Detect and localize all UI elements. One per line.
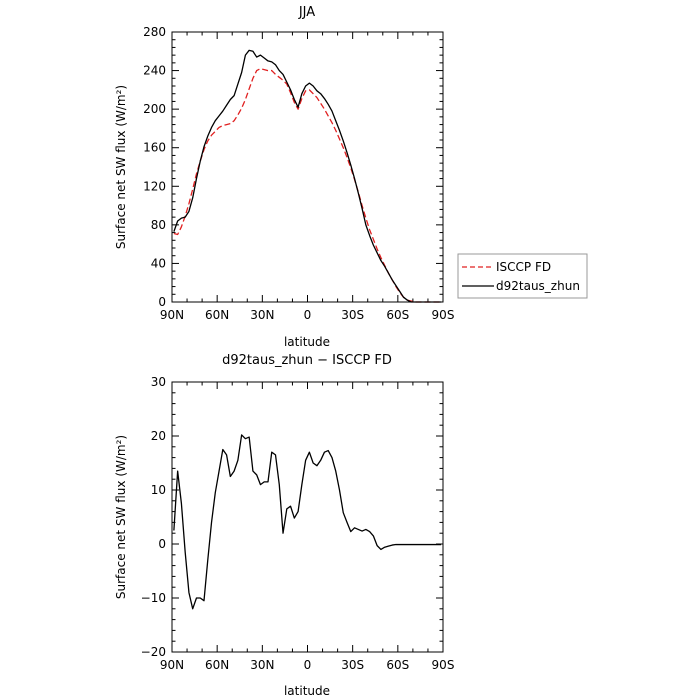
top-x-tick-label: 60S: [386, 308, 409, 322]
legend: ISCCP FD d92taus_zhun: [457, 253, 588, 299]
top-x-tick-label: 60N: [205, 308, 229, 322]
top-series-line-d92taus-zhun: [173, 49, 442, 303]
top-panel: JJA 0 40 80 120 160 200 240 280 90N 60N 30N 0 30S 60…: [114, 5, 454, 349]
bottom-y-ticks: −20 −10 0 10 20 30: [141, 375, 443, 659]
bottom-x-tick-label: 60N: [205, 658, 229, 672]
top-y-tick-label: 120: [143, 179, 166, 193]
top-y-tick-label: 160: [143, 141, 166, 155]
top-x-tick-label: 90N: [160, 308, 184, 322]
top-y-axis-label: Surface net SW flux (W/m²): [114, 85, 128, 249]
top-x-ticks: 90N 60N 30N 0 30S 60S 90S: [160, 32, 455, 322]
bottom-x-tick-label: 30S: [341, 658, 364, 672]
bottom-y-tick-label: 30: [151, 375, 166, 389]
top-y-tick-label: 40: [151, 256, 166, 270]
top-y-tick-label: 280: [143, 25, 166, 39]
bottom-x-tick-label: 90S: [432, 658, 455, 672]
top-y-tick-label: 240: [143, 64, 166, 78]
top-y-tick-label: 0: [158, 295, 166, 309]
bottom-y-tick-label: −20: [141, 645, 166, 659]
bottom-y-tick-label: 0: [158, 537, 166, 551]
bottom-panel: d92taus_zhun − ISCCP FD −20 −10 0 10 20 30 90…: [114, 353, 454, 698]
legend-box: [457, 253, 588, 299]
legend-label-isccp: ISCCP FD: [496, 260, 551, 274]
bottom-x-tick-label: 30N: [250, 658, 274, 672]
top-x-tick-label: 0: [304, 308, 312, 322]
bottom-x-tick-label: 90N: [160, 658, 184, 672]
bottom-x-tick-label: 0: [304, 658, 312, 672]
top-x-tick-label: 30N: [250, 308, 274, 322]
top-y-tick-label: 200: [143, 102, 166, 116]
bottom-series-line-1: [173, 434, 442, 610]
top-y-tick-label: 80: [151, 218, 166, 232]
top-y-ticks: 0 40 80 120 160 200 240 280: [143, 25, 443, 309]
top-series-lines: [173, 49, 442, 303]
top-series-line-isccp-fd: [173, 67, 442, 303]
bottom-x-axis-label: latitude: [284, 684, 330, 698]
bottom-x-tick-label: 60S: [386, 658, 409, 672]
top-x-tick-label: 30S: [341, 308, 364, 322]
bottom-x-ticks: 90N 60N 30N 0 30S 60S 90S: [160, 382, 455, 672]
bottom-series-lines: [173, 434, 442, 610]
bottom-y-tick-label: 10: [151, 483, 166, 497]
bottom-y-tick-label: −10: [141, 591, 166, 605]
top-plot-frame: [171, 31, 444, 303]
bottom-y-tick-label: 20: [151, 429, 166, 443]
top-x-tick-label: 90S: [432, 308, 455, 322]
top-chart-title: JJA: [298, 5, 315, 20]
bottom-chart-title: d92taus_zhun − ISCCP FD: [222, 353, 392, 368]
legend-label-d92: d92taus_zhun: [496, 279, 580, 293]
bottom-y-axis-label: Surface net SW flux (W/m²): [114, 435, 128, 599]
top-x-axis-label: latitude: [284, 335, 330, 349]
